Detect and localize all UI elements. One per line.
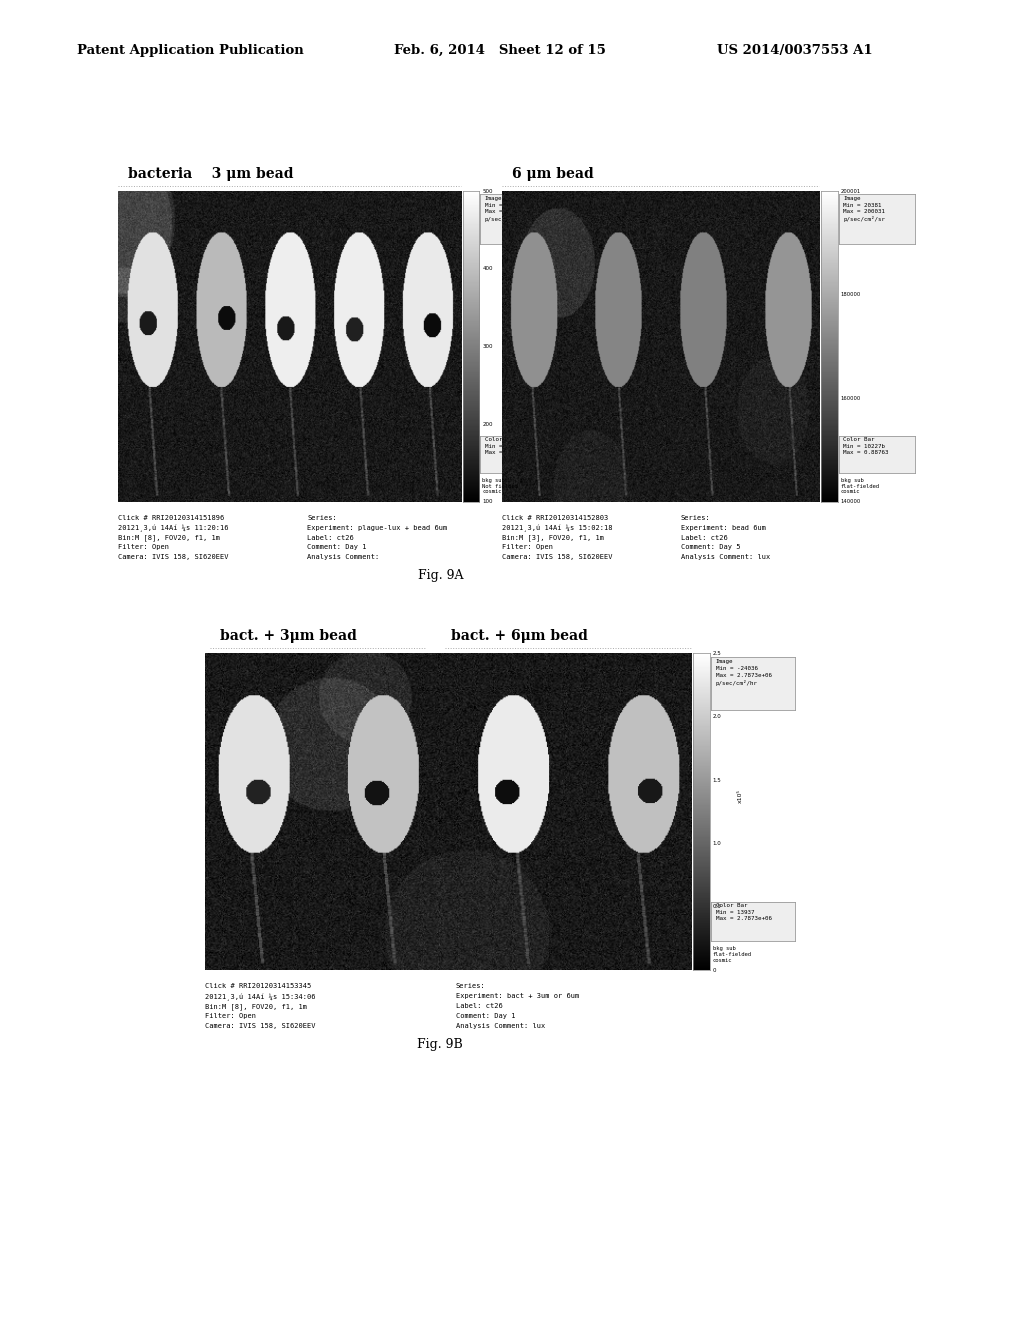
Text: Camera: IVIS 158, SI620EEV: Camera: IVIS 158, SI620EEV bbox=[118, 554, 228, 561]
Text: 2.0: 2.0 bbox=[713, 714, 722, 719]
Text: bact. + 6μm bead: bact. + 6μm bead bbox=[451, 628, 588, 643]
Text: Filter: Open: Filter: Open bbox=[502, 544, 553, 550]
Text: 0.5: 0.5 bbox=[713, 904, 722, 909]
Text: Label: ct26: Label: ct26 bbox=[456, 1003, 503, 1010]
Text: bkg sub
Not fielded
cosmic: bkg sub Not fielded cosmic bbox=[482, 478, 518, 495]
Text: Color Bar
Min = 1340
Max = 5.1158e+06: Color Bar Min = 1340 Max = 5.1158e+06 bbox=[485, 437, 541, 455]
Text: Analysis Comment: lux: Analysis Comment: lux bbox=[681, 554, 770, 561]
Text: Comment: Day 5: Comment: Day 5 bbox=[681, 544, 740, 550]
Text: Camera: IVIS 158, SI620EEV: Camera: IVIS 158, SI620EEV bbox=[502, 554, 612, 561]
Text: 180000: 180000 bbox=[841, 292, 861, 297]
Text: US 2014/0037553 A1: US 2014/0037553 A1 bbox=[717, 44, 872, 57]
Text: Image
Min = -21329
Max = 5.1158e+06
p/sec/cm²/sr: Image Min = -21329 Max = 5.1158e+06 p/se… bbox=[485, 197, 541, 222]
Text: Comment: Day 1: Comment: Day 1 bbox=[456, 1014, 515, 1019]
Text: 20121¸3,ú 14Aí ¼s 15:02:18: 20121¸3,ú 14Aí ¼s 15:02:18 bbox=[502, 524, 612, 532]
Text: 300: 300 bbox=[482, 345, 493, 348]
Text: Fig. 9B: Fig. 9B bbox=[418, 1038, 463, 1051]
Text: Patent Application Publication: Patent Application Publication bbox=[77, 44, 303, 57]
Text: Bin:M [8], FOV20, f1, 1m: Bin:M [8], FOV20, f1, 1m bbox=[118, 535, 220, 541]
Text: Label: ct26: Label: ct26 bbox=[681, 535, 728, 541]
Text: Analysis Comment: lux: Analysis Comment: lux bbox=[456, 1023, 545, 1030]
Text: Image
Min = 20381
Max = 200031
p/sec/cm²/sr: Image Min = 20381 Max = 200031 p/sec/cm²… bbox=[844, 197, 886, 222]
Text: bacteria    3 μm bead: bacteria 3 μm bead bbox=[128, 166, 294, 181]
Text: Bin:M [8], FOV20, f1, 1m: Bin:M [8], FOV20, f1, 1m bbox=[205, 1003, 307, 1010]
Text: Feb. 6, 2014   Sheet 12 of 15: Feb. 6, 2014 Sheet 12 of 15 bbox=[394, 44, 606, 57]
Text: Experiment: plague-lux + bead 6um: Experiment: plague-lux + bead 6um bbox=[307, 524, 447, 531]
Text: Image
Min = -24036
Max = 2.7873e+06
p/sec/cm²/hr: Image Min = -24036 Max = 2.7873e+06 p/se… bbox=[716, 660, 772, 685]
Text: Bin:M [3], FOV20, f1, 1m: Bin:M [3], FOV20, f1, 1m bbox=[502, 535, 604, 541]
Text: bkg sub
flat-fielded
cosmic: bkg sub flat-fielded cosmic bbox=[713, 946, 752, 964]
Text: Label: ct26: Label: ct26 bbox=[307, 535, 354, 541]
Text: 1.0: 1.0 bbox=[713, 841, 722, 846]
Text: Filter: Open: Filter: Open bbox=[205, 1014, 256, 1019]
Text: Experiment: bact + 3um or 6um: Experiment: bact + 3um or 6um bbox=[456, 993, 579, 999]
Text: 100: 100 bbox=[482, 499, 493, 504]
Text: Click # RRI20120314152803: Click # RRI20120314152803 bbox=[502, 515, 608, 521]
Text: Analysis Comment:: Analysis Comment: bbox=[307, 554, 380, 561]
Text: 1.5: 1.5 bbox=[713, 777, 722, 783]
Text: 20121¸3,ú 14Aí ¼s 15:34:06: 20121¸3,ú 14Aí ¼s 15:34:06 bbox=[205, 993, 315, 1001]
Text: Series:: Series: bbox=[681, 515, 711, 521]
Text: 6 μm bead: 6 μm bead bbox=[512, 166, 594, 181]
Text: Experiment: bead 6um: Experiment: bead 6um bbox=[681, 524, 766, 531]
Text: 200001: 200001 bbox=[841, 189, 861, 194]
Text: bact. + 3μm bead: bact. + 3μm bead bbox=[220, 628, 357, 643]
Text: Series:: Series: bbox=[456, 983, 485, 990]
Text: 400: 400 bbox=[482, 267, 493, 272]
Text: 140000: 140000 bbox=[841, 499, 861, 504]
Text: Comment: Day 1: Comment: Day 1 bbox=[307, 544, 367, 550]
Text: Click # RRI20120314153345: Click # RRI20120314153345 bbox=[205, 983, 311, 990]
Text: 200: 200 bbox=[482, 421, 493, 426]
Text: 0: 0 bbox=[713, 968, 716, 973]
Text: 20121¸3,ú 14Aí ¼s 11:20:16: 20121¸3,ú 14Aí ¼s 11:20:16 bbox=[118, 524, 228, 532]
Text: Color Bar
Min = 13937
Max = 2.7873e+06: Color Bar Min = 13937 Max = 2.7873e+06 bbox=[716, 903, 772, 921]
Text: x10⁵: x10⁵ bbox=[738, 789, 743, 803]
Text: 500: 500 bbox=[482, 189, 493, 194]
Text: Fig. 9A: Fig. 9A bbox=[418, 569, 463, 582]
Text: 2.5: 2.5 bbox=[713, 651, 722, 656]
Text: Camera: IVIS 158, SI620EEV: Camera: IVIS 158, SI620EEV bbox=[205, 1023, 315, 1030]
Text: Series:: Series: bbox=[307, 515, 337, 521]
Text: Filter: Open: Filter: Open bbox=[118, 544, 169, 550]
Text: bkg sub
flat-fielded
cosmic: bkg sub flat-fielded cosmic bbox=[841, 478, 880, 495]
Text: Color Bar
Min = 10227b
Max = 0.88763: Color Bar Min = 10227b Max = 0.88763 bbox=[844, 437, 889, 455]
Text: Click # RRI20120314151896: Click # RRI20120314151896 bbox=[118, 515, 224, 521]
Text: 160000: 160000 bbox=[841, 396, 861, 401]
